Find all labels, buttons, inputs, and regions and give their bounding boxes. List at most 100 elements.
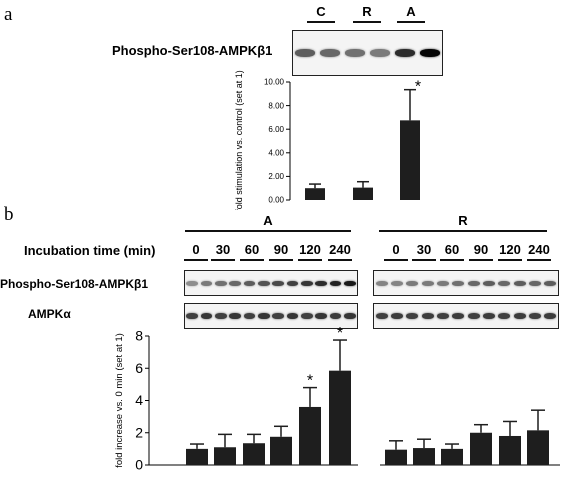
bar [243,443,265,465]
blot-band [482,313,496,319]
blot-band [498,280,511,286]
blot-band [215,313,227,319]
bar [305,188,325,200]
time-underline [269,259,293,261]
blot-band [375,313,388,319]
blot-band [258,280,270,286]
y-tick-label: 2.00 [268,172,284,181]
time-label: 60 [244,242,260,257]
blot-band [419,49,440,57]
time-label: 30 [416,242,432,257]
group-label: A [263,213,273,228]
group-label: R [362,4,372,19]
bar [470,432,492,465]
blot-band [390,280,404,286]
incubation-time-label: Incubation time (min) [24,243,156,258]
y-tick-label: 6 [135,360,143,376]
panel-b-ampk-alpha-blot-R [373,303,559,329]
blot-band [421,280,434,286]
panel-a-bar-chart: fold stimulation vs. control (set at 1) 0… [234,70,421,210]
blot-band [375,280,388,286]
blot-band [301,280,313,286]
time-label: 0 [192,242,200,257]
panel-b-bar-chart: fold increase vs. 0 min (set at 1) 0 2 4 6 8 *… [114,325,560,473]
time-underline [440,259,464,261]
blot-band [286,313,299,319]
blot-band [406,313,419,319]
y-tick-label: 10.00 [264,78,285,87]
blot-band [513,280,526,286]
blot-band [467,313,480,319]
significance-marker: * [307,373,313,390]
blot-band [345,49,365,57]
blot-band [436,313,450,319]
blot-band [498,313,511,319]
group-label: C [316,4,326,19]
blot-band [528,313,542,319]
bar [385,449,407,465]
y-tick-label: 4.00 [268,148,284,157]
bar [214,447,236,465]
y-tick-label: 2 [135,424,143,440]
group-underline [185,230,351,232]
group-underline [307,21,335,23]
y-tick-label: 0.00 [268,196,284,205]
time-underline [298,259,322,261]
time-underline [211,259,235,261]
blot-band [344,280,356,286]
blot-band [544,313,557,319]
blot-band [258,313,270,319]
blot-band [272,313,284,319]
time-label: 240 [528,242,550,257]
bar [270,436,292,465]
blot-band [452,280,465,286]
panel-b-phospho-blot-R [373,270,559,296]
bar [441,448,463,465]
blot-band [320,49,341,57]
time-underline [412,259,436,261]
bar [527,430,549,465]
group-label: A [406,4,416,19]
blot-band [286,280,299,286]
panel-b-phospho-label: Phospho-Ser108-AMPKβ1 [0,277,149,291]
blot-band [200,313,213,319]
blot-band [301,313,313,319]
time-underline [240,259,264,261]
blot-band [243,313,256,319]
bar [499,435,521,465]
panel-a-blot-label: Phospho-Ser108-AMPKβ1 [112,43,273,58]
y-axis-label: fold stimulation vs. control (set at 1) [234,70,244,210]
group-label: R [458,213,468,228]
panel-b-letter: b [4,204,14,225]
blot-band [369,49,390,57]
blot-band [528,280,542,286]
blot-band [329,313,342,319]
group-underline [397,21,425,23]
time-underline [184,259,208,261]
blot-band [295,49,316,57]
y-tick-label: 4 [135,392,143,408]
time-underline [384,259,408,261]
blot-band [452,313,465,319]
bar [413,448,435,465]
bar [353,187,373,200]
time-label: 240 [329,242,351,257]
bar [186,448,208,465]
blot-band [186,280,198,286]
time-underline [469,259,493,261]
blot-band [421,313,434,319]
group-underline [353,21,381,23]
y-tick-label: 8.00 [268,101,284,110]
time-label: 0 [392,242,400,257]
panel-b-ampk-alpha-blot-A [184,303,358,329]
blot-band [200,280,213,286]
y-axis-label: fold increase vs. 0 min (set at 1) [114,333,125,468]
time-label: 90 [273,242,289,257]
blot-band [315,280,327,286]
blot-band [329,280,342,286]
significance-marker: * [337,325,343,342]
bar [299,406,321,465]
blot-band [215,280,227,286]
blot-band [394,49,415,57]
blot-band [315,313,327,319]
